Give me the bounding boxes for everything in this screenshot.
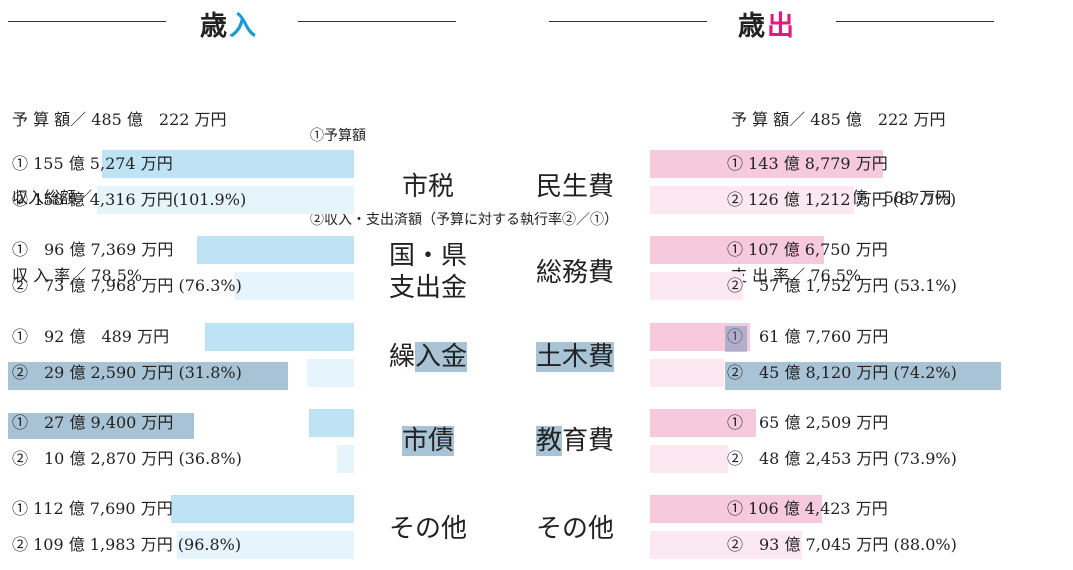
revenue-bar-budget-2 (197, 236, 354, 264)
legend: ①予算額 ②収入・支出済額（予算に対する執行率②／①） (310, 66, 618, 262)
revenue-category-3: 繰入金 (378, 341, 478, 373)
revenue-title-a: 歳 (200, 11, 229, 42)
expenditure-label-budget-5: ① 106 億 4,423 万円 (727, 499, 888, 518)
revenue-label-budget-3: ① 92 億 489 万円 (12, 327, 170, 346)
revenue-title-b: 入 (229, 11, 258, 42)
expenditure-bar-budget-1 (650, 150, 884, 178)
revenue-label-budget-2: ① 96 億 7,369 万円 (12, 240, 174, 259)
revenue-summary-rate: 収 入 率／ 78.5% (12, 266, 143, 285)
header-rule-left-2 (298, 21, 456, 22)
revenue-bar-actual-1 (97, 186, 354, 214)
legend-budget: ①予算額 (310, 128, 366, 144)
revenue-category-3-part1: 繰 (388, 342, 415, 372)
revenue-label-actual-1: ② 158 億 4,316 万円(101.9%) (12, 190, 247, 209)
revenue-summary-budget: 予 算 額／ 485 億 222 万円 (12, 110, 227, 129)
expenditure-bar-actual-1 (650, 186, 855, 214)
expenditure-label-actual-1: ② 126 億 1,212 万円 (87.7%) (727, 190, 957, 209)
revenue-bar-actual-5 (177, 531, 354, 559)
revenue-title: 歳入 (200, 4, 258, 43)
expenditure-bar-budget-2 (650, 236, 825, 264)
expenditure-label-budget-3: ① 61 億 7,760 万円 (727, 327, 889, 346)
highlight-exp-row3-marker (725, 326, 747, 352)
revenue-label-actual-2: ② 73 億 7,968 万円 (76.3%) (12, 276, 242, 295)
expenditure-bar-actual-3 (650, 359, 725, 387)
expenditure-title-b: 出 (767, 11, 796, 42)
highlight-rev-row4-budget (8, 413, 194, 439)
revenue-label-actual-4: ② 10 億 2,870 万円 (36.8%) (12, 449, 242, 468)
revenue-category-2-line1: 国・県 (388, 241, 467, 271)
revenue-bar-budget-3 (204, 323, 354, 351)
expenditure-label-budget-1: ① 143 億 8,779 万円 (727, 154, 888, 173)
expenditure-bar-actual-4 (650, 445, 729, 473)
legend-actual: ②収入・支出済額（予算に対する執行率②／①） (310, 212, 618, 228)
revenue-category-2: 国・県 支出金 (378, 240, 478, 304)
header-rule-right-1 (549, 21, 707, 22)
highlight-exp-row3-actual (725, 362, 1001, 390)
expenditure-bar-budget-5 (650, 495, 823, 523)
expenditure-label-actual-2: ② 57 億 1,752 万円 (53.1%) (727, 276, 957, 295)
revenue-label-actual-3: ② 29 億 2,590 万円 (31.8%) (12, 363, 242, 382)
expenditure-label-actual-3: ② 45 億 8,120 万円 (74.2%) (727, 363, 957, 382)
revenue-bar-budget-1 (102, 150, 354, 178)
revenue-category-5: その他 (388, 514, 467, 544)
revenue-category-4: 市債 (378, 425, 478, 457)
revenue-label-budget-4: ① 27 億 9,400 万円 (12, 413, 174, 432)
expenditure-category-4-part2: 育費 (562, 426, 615, 456)
expenditure-label-budget-2: ① 107 億 6,750 万円 (727, 240, 888, 259)
expenditure-summary-budget: 予 算 額／ 485 億 222 万円 (731, 110, 946, 129)
expenditure-category-4-part1: 教 (535, 426, 562, 456)
revenue-category-4-text: 市債 (401, 426, 454, 456)
expenditure-category-5: その他 (535, 514, 614, 544)
expenditure-category-2: 総務費 (535, 258, 614, 288)
expenditure-label-actual-4: ② 48 億 2,453 万円 (73.9%) (727, 449, 957, 468)
expenditure-label-actual-5: ② 93 億 7,045 万円 (88.0%) (727, 535, 957, 554)
revenue-bar-actual-3 (306, 359, 354, 387)
expenditure-title: 歳出 (738, 4, 796, 43)
expenditure-title-a: 歳 (738, 11, 767, 42)
header-rule-right-2 (836, 21, 994, 22)
revenue-label-budget-1: ① 155 億 5,274 万円 (12, 154, 173, 173)
header-rule-left-1 (8, 21, 166, 22)
revenue-label-actual-5: ② 109 億 1,983 万円 (96.8%) (12, 535, 242, 554)
revenue-bar-budget-4 (308, 409, 354, 437)
expenditure-bar-actual-2 (650, 272, 743, 300)
expenditure-category-1: 民生費 (535, 172, 614, 202)
expenditure-bar-actual-5 (650, 531, 802, 559)
expenditure-category-4: 教育費 (525, 425, 625, 457)
revenue-bar-budget-5 (171, 495, 354, 523)
expenditure-category-3: 土木費 (525, 341, 625, 373)
expenditure-bar-budget-4 (650, 409, 756, 437)
revenue-bar-actual-4 (337, 445, 354, 473)
expenditure-category-3-text: 土木費 (535, 342, 614, 372)
revenue-category-3-part2: 入金 (415, 342, 468, 372)
revenue-category-1: 市税 (401, 172, 454, 202)
revenue-category-2-line2: 支出金 (388, 273, 467, 303)
revenue-label-budget-5: ① 112 億 7,690 万円 (12, 499, 173, 518)
expenditure-label-budget-4: ① 65 億 2,509 万円 (727, 413, 889, 432)
revenue-bar-actual-2 (234, 272, 354, 300)
expenditure-bar-budget-3 (650, 323, 751, 351)
highlight-rev-row3-actual (8, 362, 288, 390)
